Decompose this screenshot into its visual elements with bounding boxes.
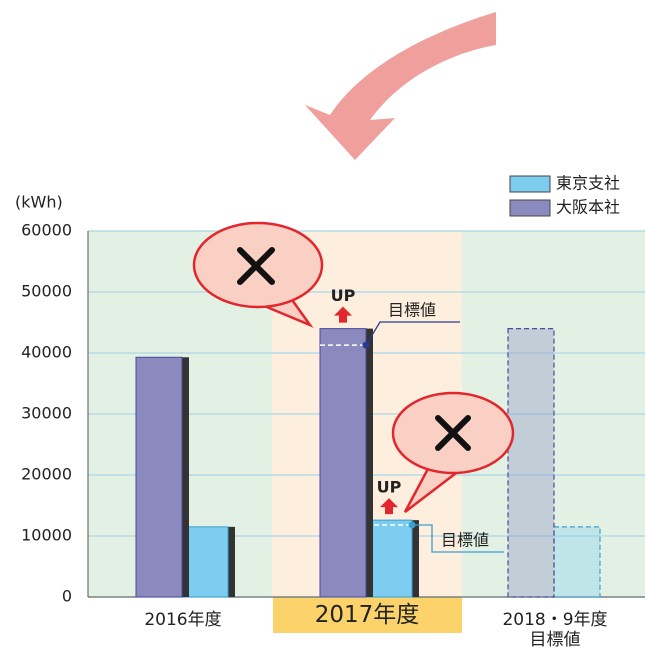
legend-swatch	[510, 200, 550, 216]
bar	[320, 329, 366, 597]
y-tick-label: 40000	[21, 343, 72, 362]
bar-shadow	[366, 329, 373, 597]
bar-shadow	[182, 357, 189, 597]
y-tick-label: 30000	[21, 404, 72, 423]
target-label: 目標値	[441, 531, 489, 550]
legend-label: 東京支社	[556, 174, 620, 193]
bar	[508, 329, 554, 597]
chart: (kWh) 0 10000 20000 30000 40000 50000 60000 目標値…	[0, 0, 645, 652]
y-tick-label: 10000	[21, 526, 72, 545]
y-tick-label: 0	[62, 587, 72, 606]
bar	[554, 527, 600, 597]
x-tick-label: 2016年度	[93, 610, 273, 630]
legend-label: 大阪本社	[556, 198, 620, 217]
y-tick-label: 60000	[21, 221, 72, 240]
bar-shadow	[228, 527, 235, 597]
big-arrow	[305, 12, 496, 160]
page: (kWh) 0 10000 20000 30000 40000 50000 60000 目標値…	[0, 0, 645, 652]
target-label: 目標値	[388, 301, 436, 320]
up-label: UP	[377, 478, 402, 497]
y-axis-label: (kWh)	[15, 193, 63, 212]
x-tick-label: 2017年度	[277, 602, 457, 628]
legend-swatch	[510, 176, 550, 192]
bar	[136, 357, 182, 597]
y-tick-label: 20000	[21, 465, 72, 484]
y-tick-label: 50000	[21, 282, 72, 301]
bar-shadow	[412, 520, 419, 597]
x-tick-label: 2018・9年度 目標値	[465, 610, 645, 650]
up-label: UP	[331, 286, 356, 305]
